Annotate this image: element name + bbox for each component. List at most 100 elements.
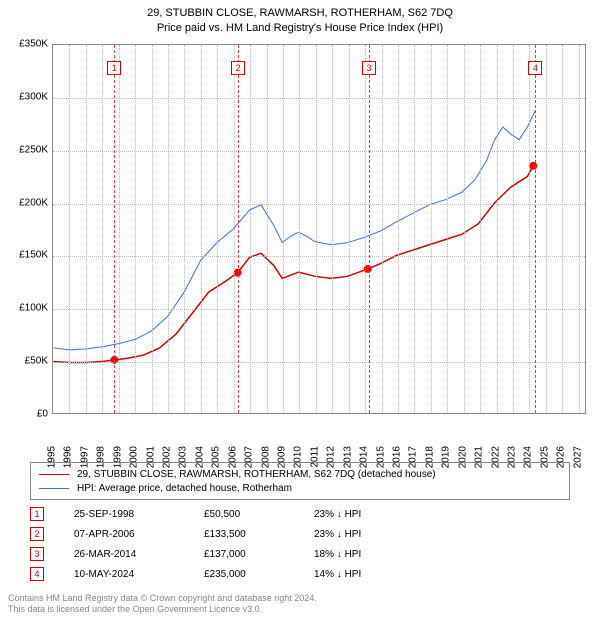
x-tick-label: 2024 <box>523 446 534 468</box>
sales-row-diff: 18% ↓ HPI <box>314 549 424 560</box>
x-gridline <box>201 45 202 413</box>
x-tick-label: 2008 <box>260 446 271 468</box>
x-tick-label: 2007 <box>244 446 255 468</box>
x-gridline <box>365 45 366 413</box>
x-tick-label: 2005 <box>211 446 222 468</box>
sale-marker-line <box>535 45 536 413</box>
x-tick-label: 2014 <box>359 446 370 468</box>
y-gridline <box>53 362 585 363</box>
y-tick-label: £250K <box>19 144 48 155</box>
x-gridline <box>234 45 235 413</box>
series-line <box>53 166 533 363</box>
x-gridline <box>168 45 169 413</box>
legend-swatch-red <box>39 474 69 475</box>
chart-lines-svg <box>53 45 585 413</box>
x-tick-label: 1995 <box>47 446 58 468</box>
x-tick-label: 2013 <box>342 446 353 468</box>
x-tick-label: 2000 <box>129 446 140 468</box>
x-tick-label: 2027 <box>572 446 583 468</box>
x-gridline <box>152 45 153 413</box>
legend-swatch-blue <box>39 488 69 489</box>
sales-row-diff: 23% ↓ HPI <box>314 529 424 540</box>
y-tick-label: £300K <box>19 91 48 102</box>
x-gridline <box>447 45 448 413</box>
legend-row-blue: HPI: Average price, detached house, Roth… <box>39 481 561 495</box>
sales-row: 125-SEP-1998£50,50023% ↓ HPI <box>30 504 424 524</box>
x-tick-label: 2010 <box>293 446 304 468</box>
x-gridline <box>267 45 268 413</box>
sales-row: 410-MAY-2024£235,00014% ↓ HPI <box>30 564 424 584</box>
sales-row-index: 4 <box>30 567 44 581</box>
x-gridline <box>579 45 580 413</box>
y-gridline <box>53 256 585 257</box>
sale-marker-line <box>238 45 239 413</box>
x-gridline <box>332 45 333 413</box>
y-gridline <box>53 151 585 152</box>
x-tick-label: 1999 <box>112 446 123 468</box>
sales-row-date: 26-MAR-2014 <box>74 549 204 560</box>
sale-marker-box: 1 <box>107 61 121 75</box>
x-tick-label: 1996 <box>63 446 74 468</box>
sales-row: 2 07-APR-2006£133,50023% ↓ HPI <box>30 524 424 544</box>
x-tick-label: 2017 <box>408 446 419 468</box>
legend-label-red: 29, STUBBIN CLOSE, RAWMARSH, ROTHERHAM, … <box>77 469 436 480</box>
x-gridline <box>135 45 136 413</box>
chart-container: 29, STUBBIN CLOSE, RAWMARSH, ROTHERHAM, … <box>0 0 600 620</box>
sale-marker-box: 3 <box>362 61 376 75</box>
x-gridline <box>316 45 317 413</box>
y-tick-label: £150K <box>19 250 48 261</box>
sale-marker-line <box>114 45 115 413</box>
x-gridline <box>497 45 498 413</box>
y-gridline <box>53 204 585 205</box>
x-gridline <box>382 45 383 413</box>
y-tick-label: £50K <box>25 356 48 367</box>
x-gridline <box>299 45 300 413</box>
x-gridline <box>86 45 87 413</box>
sales-row-price: £235,000 <box>204 569 314 580</box>
x-tick-label: 2009 <box>277 446 288 468</box>
x-gridline <box>119 45 120 413</box>
x-gridline <box>69 45 70 413</box>
title-block: 29, STUBBIN CLOSE, RAWMARSH, ROTHERHAM, … <box>0 0 600 37</box>
legend-label-blue: HPI: Average price, detached house, Roth… <box>77 483 292 494</box>
x-tick-label: 2026 <box>556 446 567 468</box>
sale-marker-box: 4 <box>528 61 542 75</box>
x-gridline <box>217 45 218 413</box>
x-tick-label: 2018 <box>424 446 435 468</box>
x-gridline <box>513 45 514 413</box>
title-subtitle: Price paid vs. HM Land Registry's House … <box>0 21 600 36</box>
sales-row-index: 1 <box>30 507 44 521</box>
sale-marker-box: 2 <box>231 61 245 75</box>
y-tick-label: £350K <box>19 39 48 50</box>
x-tick-label: 2011 <box>309 446 320 468</box>
x-tick-label: 1997 <box>79 446 90 468</box>
y-tick-label: £0 <box>37 409 48 420</box>
x-gridline <box>546 45 547 413</box>
x-tick-label: 2015 <box>375 446 386 468</box>
x-tick-label: 2023 <box>507 446 518 468</box>
sales-row-price: £133,500 <box>204 529 314 540</box>
attribution-line2: This data is licensed under the Open Gov… <box>8 604 317 616</box>
x-tick-label: 2019 <box>441 446 452 468</box>
x-gridline <box>283 45 284 413</box>
x-gridline <box>398 45 399 413</box>
x-gridline <box>480 45 481 413</box>
x-gridline <box>562 45 563 413</box>
sales-row-date: 07-APR-2006 <box>74 529 204 540</box>
sales-row-diff: 23% ↓ HPI <box>314 509 424 520</box>
x-gridline <box>464 45 465 413</box>
chart-plot-area: 1 2 3 4 <box>52 44 586 414</box>
attribution-line1: Contains HM Land Registry data © Crown c… <box>8 593 317 605</box>
x-tick-label: 2025 <box>539 446 550 468</box>
x-gridline <box>349 45 350 413</box>
sale-marker-line <box>369 45 370 413</box>
x-gridline <box>529 45 530 413</box>
x-tick-label: 2012 <box>326 446 337 468</box>
x-gridline <box>431 45 432 413</box>
x-tick-label: 2004 <box>194 446 205 468</box>
x-tick-label: 2021 <box>474 446 485 468</box>
sales-table: 125-SEP-1998£50,50023% ↓ HPI 2 07-APR-2006… <box>30 504 424 584</box>
sales-row-price: £137,000 <box>204 549 314 560</box>
x-gridline <box>102 45 103 413</box>
sales-row-index: 2 <box>30 527 44 541</box>
